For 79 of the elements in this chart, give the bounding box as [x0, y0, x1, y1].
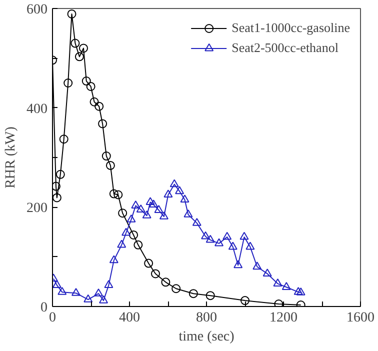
point [102, 152, 111, 160]
point [118, 208, 128, 218]
point [104, 280, 114, 288]
point [106, 160, 115, 170]
point [222, 232, 232, 240]
legend-label: Seat2-500cc-ethanol [232, 40, 338, 56]
point [64, 78, 73, 88]
point [164, 190, 173, 198]
y-tick-label: 200 [26, 201, 48, 216]
point [180, 194, 190, 203]
point [150, 269, 160, 278]
point [126, 214, 136, 222]
point [109, 189, 118, 198]
x-tick-label: 1200 [270, 310, 298, 326]
point [98, 119, 108, 128]
point [90, 97, 99, 106]
point [52, 280, 62, 288]
point [161, 278, 170, 287]
point [129, 230, 138, 240]
point [149, 200, 158, 208]
point [134, 240, 143, 250]
point [142, 210, 152, 218]
point [71, 288, 80, 296]
point [109, 255, 118, 264]
point [86, 82, 96, 91]
point [131, 200, 140, 208]
point [296, 287, 306, 296]
point [170, 179, 179, 188]
point [172, 284, 181, 294]
point [234, 260, 243, 268]
x-tick-label: 1600 [346, 310, 374, 326]
point [56, 170, 65, 179]
point [99, 295, 108, 304]
point [282, 282, 291, 290]
point [274, 300, 284, 306]
point [206, 291, 215, 300]
y-axis-title: RHR (kW) [4, 126, 18, 188]
point [67, 9, 76, 18]
point [136, 204, 146, 212]
point [246, 242, 255, 250]
point [192, 218, 202, 226]
point [206, 234, 215, 243]
point [74, 52, 84, 62]
legend-label: Seat1-1000cc-gasoline [232, 20, 350, 36]
x-tick-label: 400 [119, 310, 140, 326]
point [294, 286, 303, 295]
point [114, 190, 123, 200]
y-tick-label: 400 [26, 102, 48, 117]
point [240, 296, 250, 306]
point [184, 210, 193, 218]
point [122, 228, 131, 236]
point [240, 232, 249, 240]
x-tick-label: 800 [196, 310, 217, 326]
y-tick-label: 600 [26, 2, 48, 18]
x-axis-title: time (sec) [178, 330, 235, 344]
y-tick-label: 0 [40, 300, 48, 316]
point [188, 289, 198, 298]
point [273, 278, 282, 286]
point [159, 211, 168, 220]
point [58, 286, 67, 295]
point [146, 197, 155, 206]
point [154, 205, 164, 213]
point [228, 242, 238, 250]
point [252, 262, 262, 270]
point [94, 288, 104, 296]
point [262, 268, 272, 277]
point [175, 186, 184, 194]
point [214, 238, 224, 246]
point [82, 76, 91, 86]
point [70, 38, 80, 48]
point [117, 240, 126, 248]
point [144, 258, 154, 268]
point [94, 102, 104, 111]
point [52, 193, 62, 202]
point [201, 231, 210, 240]
point [84, 294, 93, 302]
point [78, 44, 88, 53]
point [52, 182, 60, 191]
point [59, 134, 68, 144]
